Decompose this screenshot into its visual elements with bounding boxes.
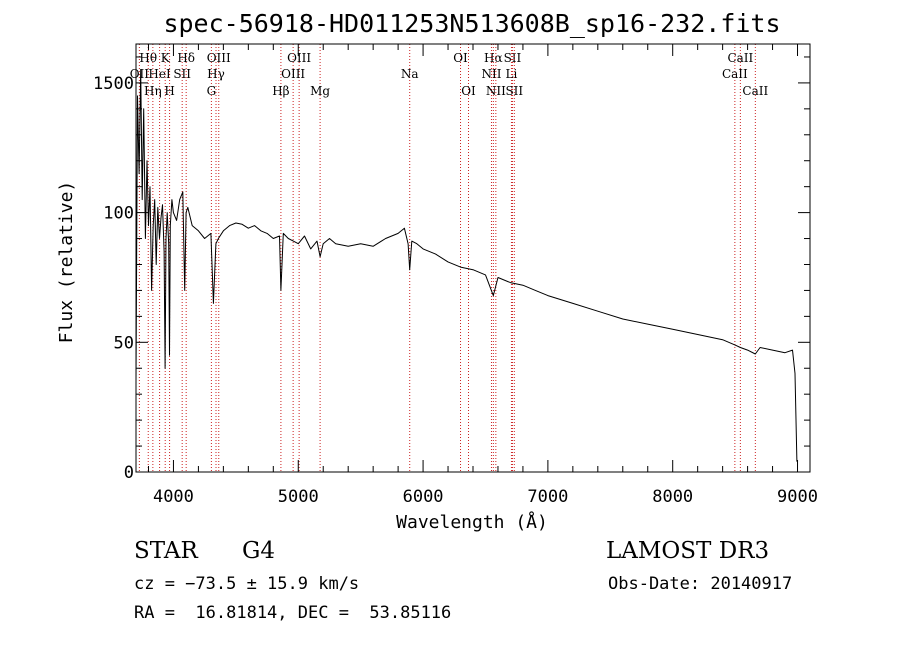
observation-date: Obs-Date: 20140917 bbox=[608, 574, 793, 594]
x-tick-label-3: 7000 bbox=[527, 487, 568, 507]
line-marker-label-10: HeI bbox=[148, 67, 171, 81]
line-marker-label-8: CaII bbox=[727, 51, 753, 65]
line-marker-label-14: Na bbox=[401, 67, 419, 81]
y-tick-label-3: 1500 bbox=[93, 74, 134, 94]
line-marker-label-0: Hθ bbox=[139, 51, 157, 65]
redshift-velocity: cz = −73.5 ± 15.9 km/s bbox=[134, 574, 360, 594]
x-tick-label-0: 4000 bbox=[153, 487, 194, 507]
line-marker-label-3: OIII bbox=[207, 51, 231, 65]
plot-frame bbox=[135, 43, 811, 473]
line-marker-label-9: OII bbox=[130, 67, 150, 81]
line-marker-label-17: CaII bbox=[722, 67, 748, 81]
y-tick-label-2: 100 bbox=[103, 204, 134, 224]
line-marker-label-2: Hδ bbox=[177, 51, 195, 65]
line-marker-label-26: CaII bbox=[742, 84, 768, 98]
line-marker-label-18: Hη bbox=[144, 84, 162, 98]
axes: 4000 5000 6000 7000 8000 9000 0 50 100 1500 bbox=[93, 44, 818, 507]
line-marker-label-25: SII bbox=[505, 84, 523, 98]
x-axis-label: Wavelength (Å) bbox=[396, 511, 548, 533]
line-marker-label-24: NII bbox=[486, 84, 506, 98]
x-tick-label-4: 8000 bbox=[652, 487, 693, 507]
survey-name: LAMOST DR3 bbox=[606, 538, 770, 564]
line-marker-label-13: OIII bbox=[281, 67, 305, 81]
line-marker-label-23: OI bbox=[461, 84, 476, 98]
y-tick-label-1: 50 bbox=[114, 333, 134, 353]
sky-coordinates: RA = 16.81814, DEC = 53.85116 bbox=[134, 603, 452, 623]
line-marker-label-5: OI bbox=[453, 51, 468, 65]
chart-title: spec-56918-HD011253N513608B_sp16-232.fit… bbox=[163, 9, 780, 38]
line-marker-label-12: Hγ bbox=[207, 67, 225, 81]
line-marker-label-22: Mg bbox=[310, 84, 330, 98]
y-axis-label: Flux (relative) bbox=[56, 181, 77, 344]
object-class: STAR bbox=[134, 538, 198, 564]
line-marker-label-6: Hα bbox=[484, 51, 503, 65]
line-marker-label-15: NII bbox=[481, 67, 501, 81]
line-marker-label-20: G bbox=[207, 84, 217, 98]
line-marker-label-7: SII bbox=[504, 51, 522, 65]
line-marker-label-19: H bbox=[164, 84, 174, 98]
spectrum-series bbox=[135, 69, 798, 462]
x-tick-label-1: 5000 bbox=[278, 487, 319, 507]
line-marker-label-16: Li bbox=[506, 67, 518, 81]
object-subclass: G4 bbox=[242, 538, 276, 564]
line-marker-label-1: K bbox=[161, 51, 171, 65]
line-marker-label-21: Hβ bbox=[272, 84, 289, 98]
line-marker-label-11: SII bbox=[173, 67, 191, 81]
line-marker-label-4: OIII bbox=[287, 51, 311, 65]
x-tick-label-5: 9000 bbox=[777, 487, 818, 507]
y-tick-label-0: 0 bbox=[124, 463, 134, 483]
x-tick-label-2: 6000 bbox=[403, 487, 444, 507]
series-flux bbox=[135, 69, 798, 462]
